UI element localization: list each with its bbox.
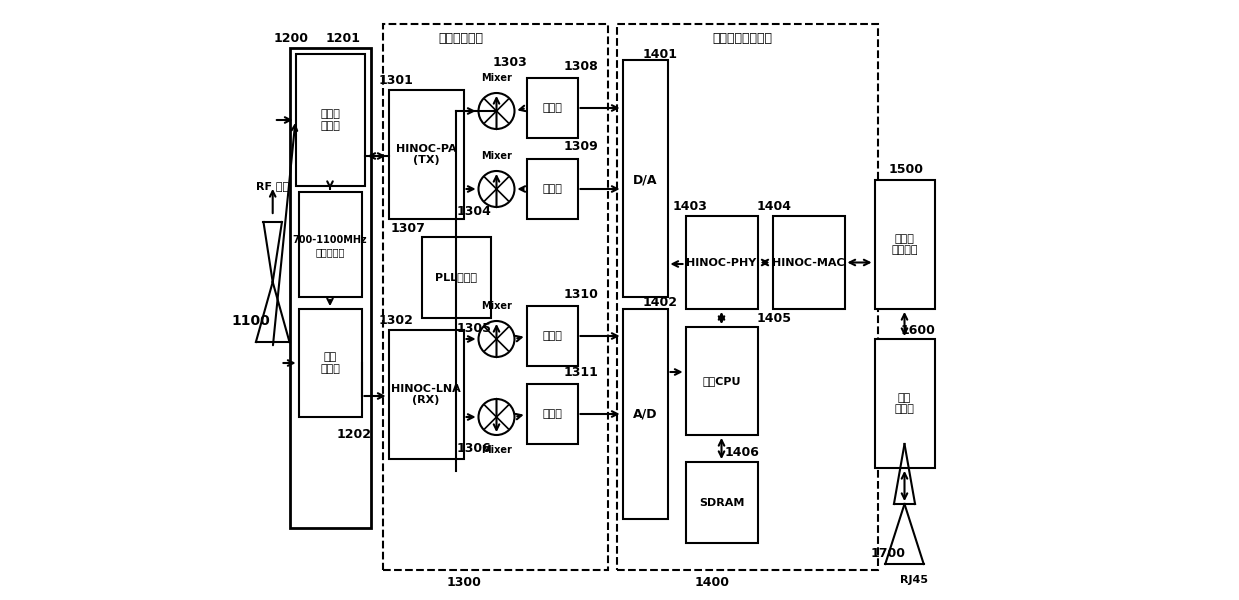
FancyBboxPatch shape (299, 309, 362, 417)
Text: 1301: 1301 (379, 74, 414, 88)
Text: 滤波器: 滤波器 (543, 103, 563, 113)
Text: RF 天线: RF 天线 (256, 181, 289, 191)
Text: 1202: 1202 (337, 428, 372, 442)
Text: 1402: 1402 (643, 296, 678, 310)
FancyBboxPatch shape (685, 327, 757, 435)
Text: PLL本振器: PLL本振器 (435, 272, 477, 283)
Text: HINOC-PHY: HINOC-PHY (686, 257, 757, 268)
FancyBboxPatch shape (389, 90, 463, 219)
FancyBboxPatch shape (383, 24, 607, 570)
Text: 带通
滤波器: 带通 滤波器 (320, 352, 339, 374)
Text: 1403: 1403 (673, 200, 707, 214)
Text: Mixer: Mixer (481, 73, 512, 83)
Text: 1307: 1307 (390, 221, 426, 235)
Text: A/D: A/D (633, 407, 657, 421)
FancyBboxPatch shape (617, 24, 877, 570)
FancyBboxPatch shape (622, 309, 668, 519)
FancyBboxPatch shape (622, 60, 668, 297)
Text: HINOC-LNA
(RX): HINOC-LNA (RX) (392, 384, 461, 406)
FancyBboxPatch shape (421, 237, 491, 318)
Text: Mixer: Mixer (481, 151, 512, 161)
Text: 700-1100MHz
功率放大器: 700-1100MHz 功率放大器 (292, 235, 367, 257)
Text: 1100: 1100 (232, 314, 270, 328)
Text: 1303: 1303 (493, 56, 528, 70)
Text: 1308: 1308 (563, 59, 598, 73)
Text: 1201: 1201 (326, 32, 361, 46)
FancyBboxPatch shape (389, 330, 463, 459)
Text: 基带数据处理芯片: 基带数据处理芯片 (712, 32, 772, 46)
Text: Mixer: Mixer (481, 301, 512, 311)
Text: 1404: 1404 (757, 200, 792, 214)
FancyBboxPatch shape (685, 216, 757, 309)
FancyBboxPatch shape (875, 339, 934, 468)
FancyBboxPatch shape (527, 306, 577, 366)
FancyBboxPatch shape (527, 384, 577, 444)
FancyBboxPatch shape (772, 216, 845, 309)
Text: 1309: 1309 (563, 140, 598, 154)
Text: HINOC-PA
(TX): HINOC-PA (TX) (395, 144, 456, 166)
Text: 1300: 1300 (446, 575, 481, 589)
FancyBboxPatch shape (875, 180, 934, 309)
Text: 1405: 1405 (757, 311, 792, 325)
Text: 1400: 1400 (695, 575, 730, 589)
Text: 以太网
功能转换: 以太网 功能转换 (891, 233, 918, 256)
Text: 1302: 1302 (379, 314, 414, 328)
Text: 嵌入CPU: 嵌入CPU (703, 376, 741, 386)
Text: 多口
交换机: 多口 交换机 (895, 392, 914, 414)
Text: HINOC-MAC: HINOC-MAC (772, 257, 845, 268)
FancyBboxPatch shape (527, 78, 577, 138)
Text: Mixer: Mixer (481, 445, 512, 455)
Text: 滤波器: 滤波器 (543, 331, 563, 341)
Text: 收发变频芯片: 收发变频芯片 (439, 32, 483, 46)
Text: 1305: 1305 (457, 322, 492, 335)
Text: 1311: 1311 (563, 365, 598, 379)
Text: 1600: 1600 (901, 323, 935, 337)
Text: 1200: 1200 (274, 32, 309, 46)
Text: 1406: 1406 (725, 446, 760, 460)
Text: 1500: 1500 (888, 163, 923, 176)
Text: 1304: 1304 (457, 205, 492, 218)
Text: 双向射
频功放: 双向射 频功放 (320, 109, 339, 131)
Text: 1401: 1401 (643, 47, 678, 61)
FancyBboxPatch shape (295, 54, 364, 186)
Text: 1700: 1700 (871, 547, 906, 560)
Text: 滤波器: 滤波器 (543, 184, 563, 194)
Text: 滤波器: 滤波器 (543, 409, 563, 419)
Text: SDRAM: SDRAM (699, 497, 745, 508)
FancyBboxPatch shape (527, 159, 577, 219)
Text: D/A: D/A (633, 173, 657, 187)
FancyBboxPatch shape (299, 192, 362, 297)
FancyBboxPatch shape (685, 462, 757, 543)
Text: 1306: 1306 (457, 442, 492, 455)
Text: RJ45: RJ45 (900, 575, 928, 585)
Text: 1310: 1310 (563, 287, 598, 301)
FancyBboxPatch shape (290, 48, 370, 528)
